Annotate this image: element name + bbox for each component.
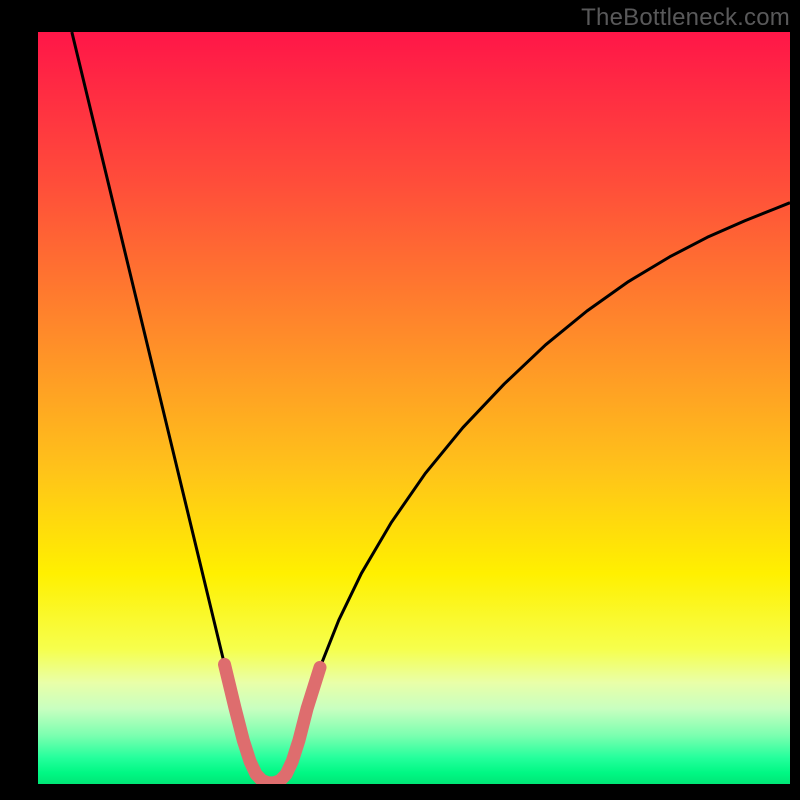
- chart-svg: [38, 32, 790, 784]
- gradient-background: [38, 32, 790, 784]
- plot-area: [38, 32, 790, 784]
- watermark-text: TheBottleneck.com: [581, 4, 790, 32]
